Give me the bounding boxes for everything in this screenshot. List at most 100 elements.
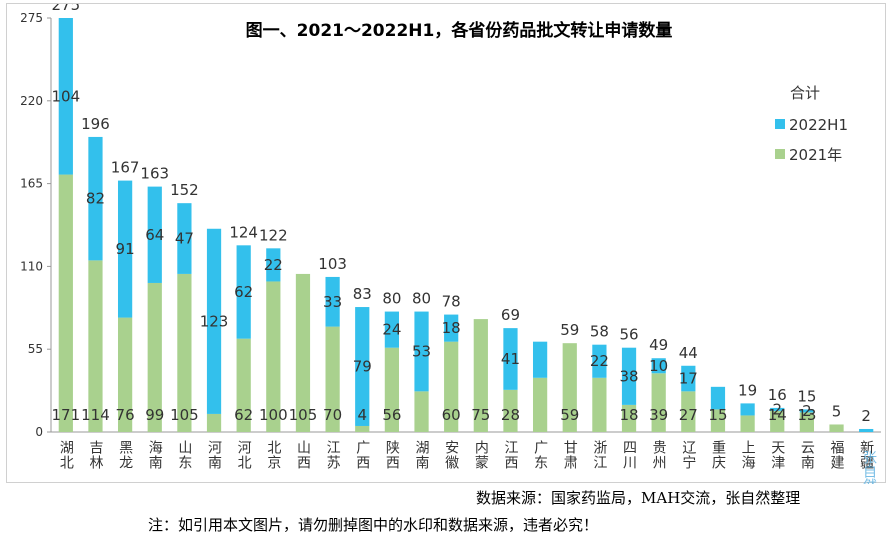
data-label-2021: 27 — [679, 406, 698, 424]
bar-2021 — [444, 341, 459, 432]
x-tick-label: 北京 — [265, 440, 281, 470]
data-label-2022h1: 64 — [145, 226, 164, 244]
x-tick-label: 辽宁 — [680, 440, 696, 470]
data-label-total: 275 — [52, 4, 81, 14]
chart-svg: 图一、2021～2022H1，各省份药品批文转让申请数量 05511016522… — [20, 4, 881, 484]
data-labels: 湖北171104275吉林11482196黑龙7691167海南9964163山… — [52, 4, 875, 470]
data-label-2022h1: 17 — [679, 370, 698, 388]
x-tick-label: 贵州 — [651, 440, 667, 470]
bar-2021 — [562, 343, 577, 432]
data-label-total: 69 — [501, 306, 520, 324]
bar-2022h1 — [859, 428, 874, 432]
data-label-2022h1: 22 — [590, 352, 609, 370]
bar-2022h1 — [88, 136, 103, 261]
data-label-2022h1: 82 — [86, 190, 105, 208]
x-tick-label: 天津 — [769, 440, 785, 470]
bar-2022h1 — [740, 403, 755, 416]
data-label-total: 19 — [738, 381, 757, 399]
bar-2021 — [651, 373, 666, 432]
bar-2022h1 — [58, 18, 73, 175]
x-tick-label: 广东 — [532, 440, 548, 470]
bar-2021 — [295, 273, 311, 432]
data-label-total: 163 — [140, 165, 169, 183]
data-label-2022h1: 2 — [802, 402, 812, 420]
bar-2021 — [770, 410, 785, 432]
x-tick-label: 新疆 — [858, 440, 874, 470]
bar-2022h1 — [384, 311, 400, 348]
x-tick-label: 河北 — [236, 440, 252, 470]
x-tick-label: 安徽 — [443, 440, 459, 470]
data-label-2022h1: 91 — [116, 240, 135, 258]
data-label-total: 59 — [560, 321, 579, 339]
y-tick-label: 165 — [20, 177, 43, 191]
bar-2021 — [740, 415, 755, 432]
data-label-2021: 59 — [560, 406, 579, 424]
data-label-2022h1: 53 — [412, 342, 431, 360]
y-tick-label: 110 — [20, 259, 43, 273]
data-label-2021: 15 — [708, 406, 727, 424]
bar-2021 — [88, 260, 103, 432]
x-tick-label: 湖北 — [58, 440, 74, 470]
legend-swatch-2022h1 — [775, 119, 785, 129]
note-text: 注：如引用本文图片，请勿删掉图中的水印和数据来源，违者必究！ — [148, 516, 599, 534]
x-tick-label: 吉林 — [87, 440, 103, 470]
data-label-total: 103 — [318, 255, 347, 273]
data-label-total: 167 — [111, 159, 140, 177]
bar-2021 — [592, 377, 607, 432]
data-label-total: 122 — [259, 226, 288, 244]
bar-2022h1 — [414, 311, 429, 392]
bar-2021 — [710, 409, 726, 432]
data-label-total: 78 — [442, 293, 461, 311]
data-label-total: 83 — [353, 285, 372, 303]
data-label-total: 58 — [590, 323, 609, 341]
y-tick-label: 275 — [20, 11, 43, 25]
bar-2021 — [414, 391, 429, 432]
bar-2021 — [621, 404, 637, 432]
x-tick-label: 上海 — [740, 440, 756, 470]
bar-2022h1 — [651, 358, 666, 374]
data-label-2021: 56 — [382, 406, 401, 424]
bar-2021 — [236, 338, 251, 432]
bar-2021 — [206, 413, 222, 432]
legend-title: 合计 — [790, 84, 820, 102]
data-label-total: 49 — [649, 336, 668, 354]
data-label-2022h1: 62 — [234, 283, 253, 301]
y-tick-label: 220 — [20, 94, 43, 108]
bars — [58, 18, 874, 433]
y-tick-label: 0 — [35, 425, 43, 439]
x-tick-label: 山东 — [176, 440, 192, 470]
data-label-2022h1: 38 — [619, 367, 638, 385]
bar-2022h1 — [710, 386, 726, 410]
bar-2021 — [681, 391, 696, 432]
legend: 合计 2022H1 2021年 — [775, 84, 848, 164]
data-label-2022h1: 18 — [442, 319, 461, 337]
bar-2022h1 — [503, 328, 518, 390]
bar-2021 — [266, 281, 281, 432]
data-label-2022h1: 10 — [649, 357, 668, 375]
bar-2022h1 — [206, 228, 222, 414]
x-tick-label: 河南 — [206, 440, 222, 470]
source-text: 数据来源：国家药监局，MAH交流，张自然整理 — [476, 489, 801, 507]
data-label-2021: 13 — [797, 406, 816, 424]
bar-2022h1 — [117, 180, 133, 318]
data-label-2021: 18 — [619, 406, 638, 424]
bar-2022h1 — [799, 409, 815, 413]
data-label-total: 124 — [229, 223, 258, 241]
chart-title: 图一、2021～2022H1，各省份药品批文转让申请数量 — [246, 20, 673, 41]
data-label-total: 16 — [768, 386, 787, 404]
data-label-2022h1: 2 — [772, 400, 782, 418]
data-label-2021: 60 — [442, 406, 461, 424]
data-label-2021: 75 — [471, 406, 490, 424]
data-label-2022h1: 24 — [382, 321, 401, 339]
bar-2021 — [58, 174, 73, 433]
data-label-total: 152 — [170, 181, 199, 199]
data-label-2021: 114 — [81, 406, 110, 424]
data-label-total: 5 — [832, 402, 842, 420]
bar-2021 — [117, 317, 133, 432]
data-label-total: 80 — [382, 290, 401, 308]
data-label-2021: 171 — [52, 406, 81, 424]
chart-frame: 图一、2021～2022H1，各省份药品批文转让申请数量 0 55 110 165 22… — [6, 3, 886, 484]
x-tick-label: 陕西 — [384, 440, 400, 470]
bar-2021 — [355, 425, 370, 432]
data-label-2022h1: 41 — [501, 350, 520, 368]
